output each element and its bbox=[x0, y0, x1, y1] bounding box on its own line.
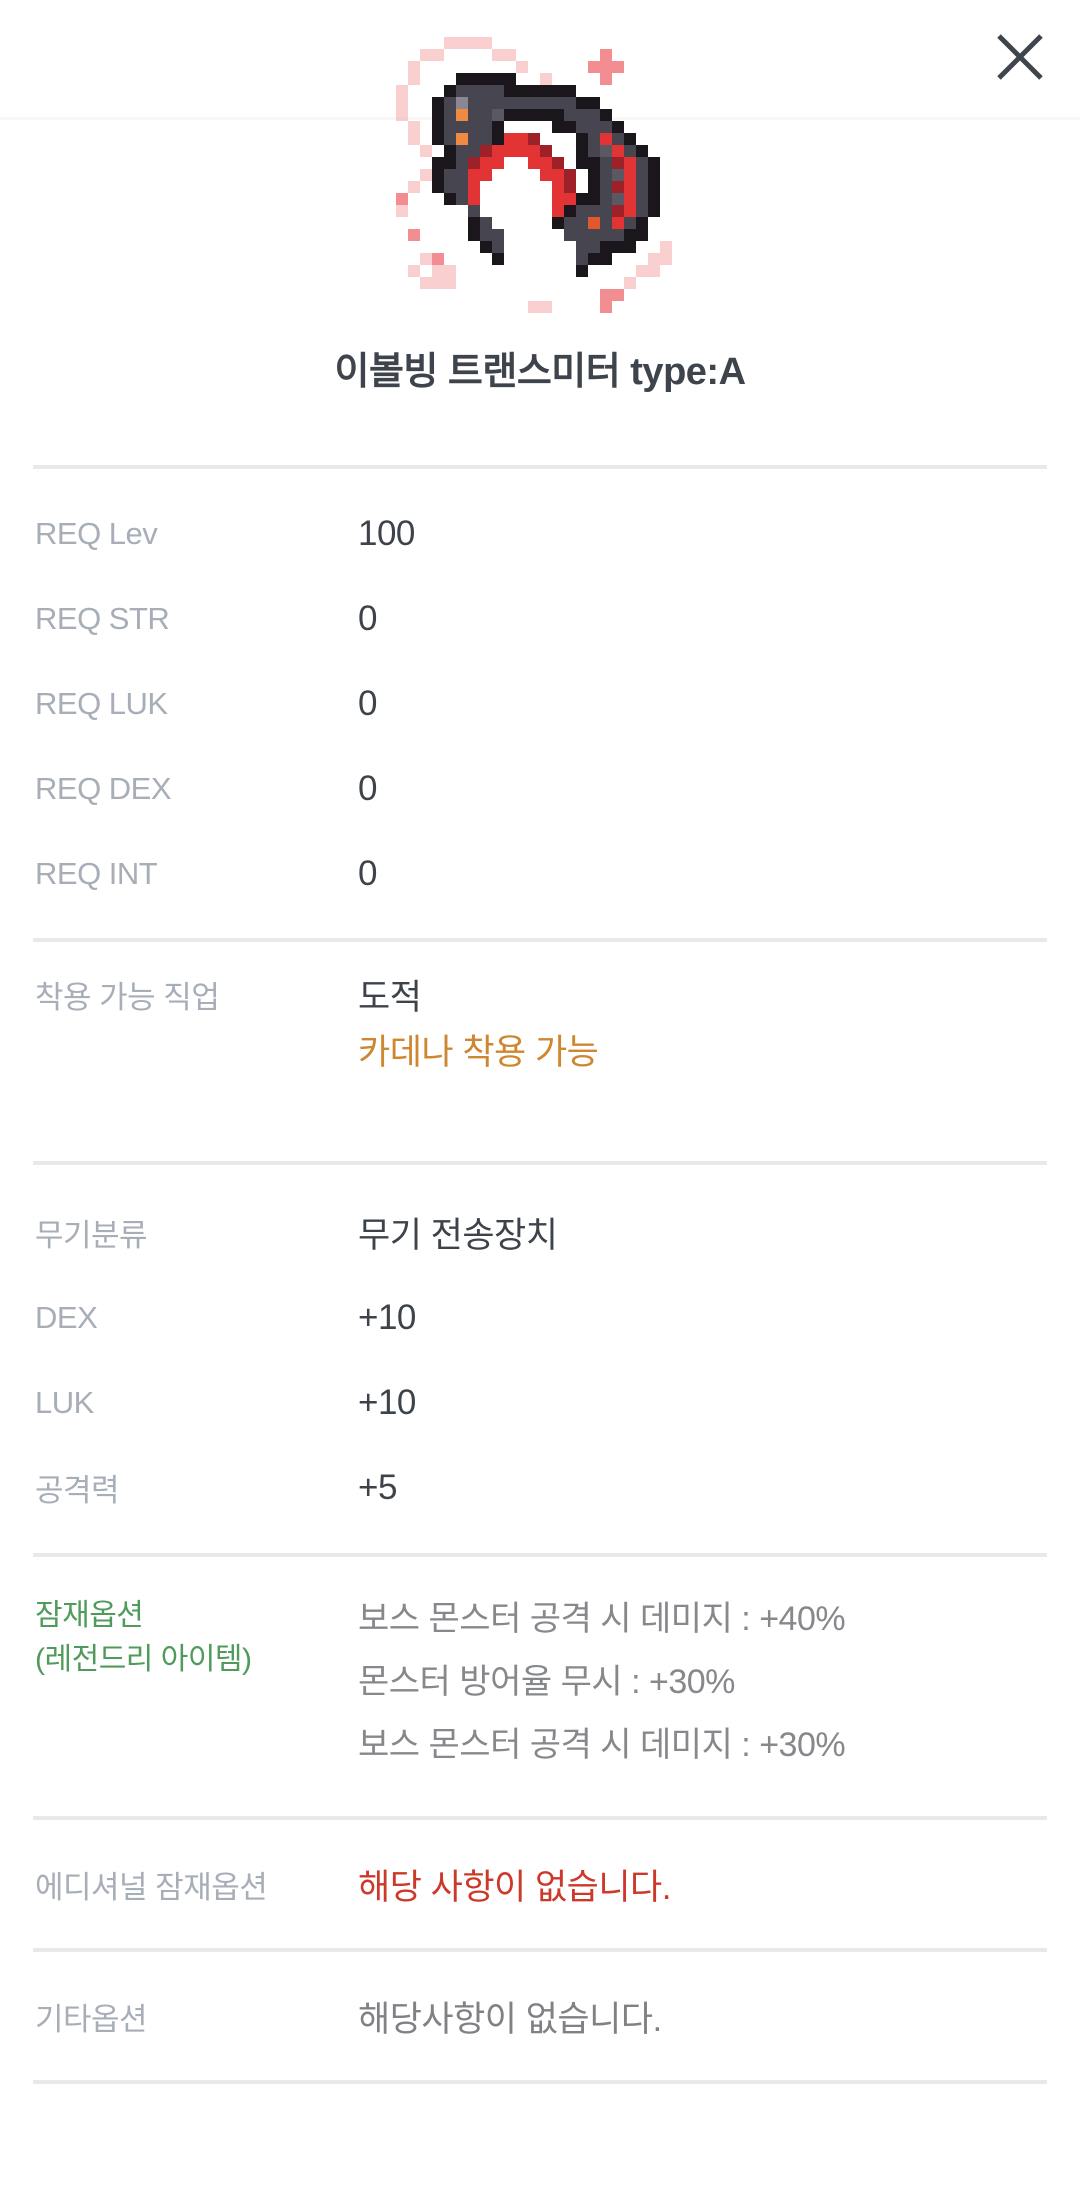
stat-value: 0 bbox=[358, 768, 377, 808]
stat-label: 에디셔널 잠재옵션 bbox=[35, 1869, 268, 1905]
stat-label: 기타옵션 bbox=[35, 2001, 148, 2037]
divider bbox=[33, 1948, 1047, 1952]
stat-value: 도적 카데나 착용 가능 bbox=[358, 970, 599, 1080]
stat-value: 0 bbox=[358, 853, 377, 893]
stat-row: 기타옵션 해당사항이 없습니다. bbox=[0, 1952, 1080, 2080]
potential-option: 몬스터 방어율 무시 : +30% bbox=[358, 1663, 735, 1701]
weapon-stats-section: 무기분류 무기 전송장치 DEX +10 LUK +10 공격력 +5 bbox=[0, 1165, 1080, 1553]
divider bbox=[33, 1553, 1047, 1557]
stat-label: REQ LUK bbox=[35, 685, 168, 721]
stat-label: REQ DEX bbox=[35, 770, 172, 806]
potential-option: 보스 몬스터 공격 시 데미지 : +40% bbox=[358, 1600, 846, 1638]
stat-value: +10 bbox=[358, 1297, 416, 1337]
stat-row: DEX +10 bbox=[0, 1275, 1080, 1360]
stat-value: 100 bbox=[358, 513, 415, 553]
stat-row: 에디셔널 잠재옵션 해당 사항이 없습니다. bbox=[0, 1820, 1080, 1948]
potential-section: 잠재옵션 (레전드리 아이템) 보스 몬스터 공격 시 데미지 : +40% 몬… bbox=[0, 1557, 1080, 1816]
stat-row: LUK +10 bbox=[0, 1360, 1080, 1445]
stat-row: REQ INT 0 bbox=[0, 831, 1080, 916]
divider bbox=[33, 2080, 1047, 2084]
stat-label: REQ Lev bbox=[35, 515, 158, 551]
stat-row: REQ LUK 0 bbox=[0, 661, 1080, 746]
stat-label: DEX bbox=[35, 1299, 98, 1335]
stat-value: 무기 전송장치 bbox=[358, 1216, 558, 1255]
stat-row: 무기분류 무기 전송장치 bbox=[0, 1190, 1080, 1275]
stat-label: REQ INT bbox=[35, 855, 158, 891]
stat-label: LUK bbox=[35, 1384, 94, 1420]
divider bbox=[33, 938, 1047, 942]
cadena-note: 카데나 착용 가능 bbox=[358, 1033, 599, 1072]
additional-potential-section: 에디셔널 잠재옵션 해당 사항이 없습니다. bbox=[0, 1820, 1080, 1948]
additional-potential-value: 해당 사항이 없습니다. bbox=[358, 1867, 671, 1907]
divider bbox=[33, 465, 1047, 469]
item-image bbox=[396, 25, 684, 313]
stat-value: 0 bbox=[358, 598, 377, 638]
close-icon bbox=[996, 33, 1044, 84]
stat-value: +10 bbox=[358, 1382, 416, 1422]
stat-label: 착용 가능 직업 bbox=[35, 980, 220, 1015]
stat-value: +5 bbox=[358, 1467, 397, 1507]
potential-label: 잠재옵션 (레전드리 아이템) bbox=[35, 1599, 252, 1676]
stat-row: 잠재옵션 (레전드리 아이템) 보스 몬스터 공격 시 데미지 : +40% 몬… bbox=[0, 1588, 1080, 1777]
job-class-value: 도적 bbox=[358, 978, 422, 1017]
page-title: 이볼빙 트랜스미터 type:A bbox=[334, 351, 746, 393]
etc-options-value: 해당사항이 없습니다. bbox=[358, 1999, 662, 2039]
stat-row: REQ STR 0 bbox=[0, 576, 1080, 661]
etc-options-section: 기타옵션 해당사항이 없습니다. bbox=[0, 1952, 1080, 2080]
divider bbox=[33, 1161, 1047, 1165]
stat-row: REQ Lev 100 bbox=[0, 491, 1080, 576]
req-stats-section: REQ Lev 100 REQ STR 0 REQ LUK 0 REQ DEX … bbox=[0, 469, 1080, 938]
divider bbox=[33, 1816, 1047, 1820]
close-button[interactable] bbox=[988, 26, 1052, 90]
stat-label: 공격력 bbox=[35, 1473, 120, 1508]
stat-label: REQ STR bbox=[35, 600, 170, 636]
job-section: 착용 가능 직업 도적 카데나 착용 가능 bbox=[0, 942, 1080, 1161]
stat-row: 착용 가능 직업 도적 카데나 착용 가능 bbox=[0, 970, 1080, 1080]
stat-row: REQ DEX 0 bbox=[0, 746, 1080, 831]
potential-option: 보스 몬스터 공격 시 데미지 : +30% bbox=[358, 1726, 846, 1764]
potential-options: 보스 몬스터 공격 시 데미지 : +40% 몬스터 방어율 무시 : +30%… bbox=[358, 1588, 846, 1777]
stat-value: 0 bbox=[358, 683, 377, 723]
stat-label: 무기분류 bbox=[35, 1218, 148, 1253]
stat-row: 공격력 +5 bbox=[0, 1445, 1080, 1530]
